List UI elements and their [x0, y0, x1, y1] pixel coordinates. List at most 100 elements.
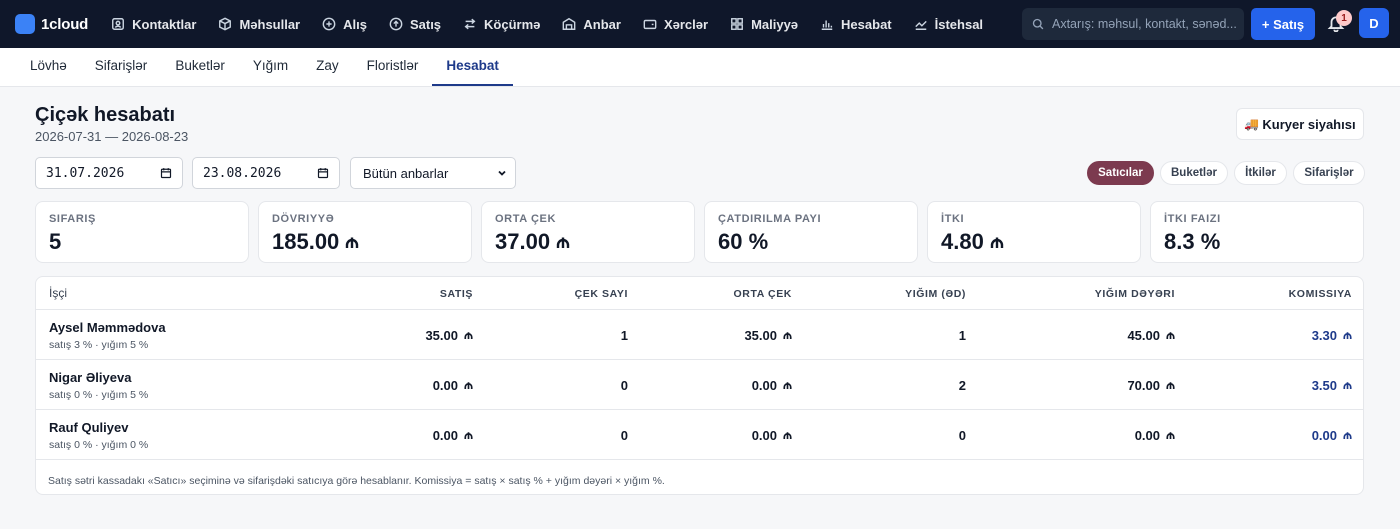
table-row[interactable]: Aysel Məmmədova satış 3 % · yığım 5 % 35…	[36, 310, 1363, 360]
cell-pick-value: 45.00	[1127, 328, 1175, 343]
calendar-icon[interactable]	[160, 167, 172, 179]
nav-item-sales[interactable]: Satış	[378, 0, 452, 48]
cell-average: 35.00	[744, 328, 792, 343]
manat-icon	[990, 236, 1004, 249]
top-bar: 1cloud Kontaktlar Məhsullar Alış Satış K…	[0, 0, 1400, 48]
column-header-pick-value[interactable]: Yığım dəyəri	[1094, 288, 1175, 300]
employee-rates: satış 0 % · yığım 0 %	[49, 439, 149, 451]
nav-label: Alış	[343, 16, 367, 32]
plus-circle-icon	[322, 17, 336, 31]
table-row[interactable]: Nigar Əliyeva satış 0 % · yığım 5 % 0.00…	[36, 360, 1363, 410]
calendar-icon[interactable]	[317, 167, 329, 179]
tab-report[interactable]: Hesabat	[432, 50, 513, 86]
nav-item-reports[interactable]: Hesabat	[809, 0, 903, 48]
column-header-receipts[interactable]: Çek sayı	[574, 288, 628, 300]
nav-item-expenses[interactable]: Xərclər	[632, 0, 719, 48]
cell-sales: 0.00	[433, 428, 473, 443]
nav-item-products[interactable]: Məhsullar	[207, 0, 311, 48]
cell-pick-value: 0.00	[1135, 428, 1175, 443]
date-from-value: 31.07.2026	[46, 165, 125, 181]
employee-rates: satış 3 % · yığım 5 %	[49, 339, 149, 351]
page-date-range: 2026-07-31 — 2026-08-23	[35, 129, 189, 144]
cell-value: 0.00	[1134, 428, 1160, 443]
line-chart-icon	[914, 20, 927, 30]
tab-board[interactable]: Lövhə	[30, 58, 67, 73]
kpi-number: 5	[49, 229, 62, 254]
column-header-commission[interactable]: Komissiya	[1288, 288, 1352, 300]
column-header-employee[interactable]: İşçi	[49, 286, 67, 300]
kpi-value: 37.00	[495, 229, 681, 255]
tab-bouquets[interactable]: Buketlər	[175, 58, 225, 73]
kpi-number: 37.00	[495, 229, 551, 254]
employee-name: Rauf Quliyev	[49, 420, 129, 435]
nav-item-contacts[interactable]: Kontaktlar	[100, 0, 207, 48]
cell-value: 3.30	[1311, 328, 1337, 343]
kpi-label: Dövriyyə	[272, 213, 335, 225]
nav-item-warehouse[interactable]: Anbar	[551, 0, 632, 48]
toggle-orders[interactable]: Sifarişlər	[1293, 161, 1365, 185]
column-header-sales[interactable]: Satış	[439, 288, 473, 300]
nav-label: Kontaktlar	[132, 16, 197, 32]
tab-orders[interactable]: Sifarişlər	[94, 58, 148, 73]
nav-item-purchase[interactable]: Alış	[311, 0, 378, 48]
tab-florists[interactable]: Floristlər	[366, 58, 419, 73]
table-row[interactable]: Rauf Quliyev satış 0 % · yığım 0 % 0.00 …	[36, 410, 1363, 460]
nav-item-finance[interactable]: Maliyyə	[719, 0, 809, 48]
contacts-icon	[112, 18, 125, 30]
employee-rates: satış 0 % · yığım 5 %	[49, 389, 149, 401]
cell-receipts: 1	[620, 328, 628, 343]
new-sale-button[interactable]: + Satış	[1251, 8, 1315, 40]
tab-picking[interactable]: Yığım	[252, 58, 289, 73]
sellers-table: İşçi Satış Çek sayı Orta çek Yığım (əd) …	[35, 276, 1364, 495]
cell-average: 0.00	[752, 378, 792, 393]
document-icon	[1005, 17, 1006, 31]
nav-label: İstehsal	[934, 16, 984, 32]
page-title: Çiçək hesabatı	[35, 104, 176, 126]
bar-chart-icon	[821, 20, 833, 30]
kpi-value: 185.00	[272, 229, 458, 255]
warehouse-select[interactable]: Bütün anbarlar	[350, 157, 516, 189]
kpi-delivery-share: Çatdırılma payı 60 %	[704, 201, 918, 263]
courier-list-button[interactable]: 🚚 Kuryer siyahısı	[1236, 108, 1364, 140]
manat-icon	[1166, 431, 1175, 440]
nav-label: Köçürmə	[484, 16, 541, 32]
cell-value: 70.00	[1127, 378, 1160, 393]
employee-name: Aysel Məmmədova	[49, 320, 166, 335]
manat-icon	[1166, 331, 1175, 340]
kpi-value: 8.3 %	[1164, 229, 1350, 255]
date-from-input[interactable]: 31.07.2026	[35, 157, 183, 189]
cell-receipts: 0	[620, 428, 628, 443]
logo-icon	[15, 14, 35, 34]
brand-logo[interactable]: 1cloud	[15, 0, 88, 48]
toggle-bouquets[interactable]: Buketlər	[1160, 161, 1228, 185]
nav-item-documents[interactable]	[994, 0, 1006, 48]
search-icon	[1032, 18, 1044, 30]
arrow-up-circle-icon	[389, 17, 403, 31]
grid-icon	[731, 18, 744, 30]
search-input[interactable]	[1052, 17, 1237, 31]
nav-label: Hesabat	[841, 16, 892, 32]
kpi-label: Sifariş	[49, 213, 96, 225]
tab-waste[interactable]: Zay	[316, 58, 339, 73]
manat-icon	[1343, 331, 1352, 340]
cell-commission: 3.30	[1312, 328, 1352, 343]
column-header-average[interactable]: Orta çek	[733, 288, 792, 300]
manat-icon	[345, 236, 359, 249]
manat-icon	[1343, 381, 1352, 390]
nav-item-transfer[interactable]: Köçürmə	[452, 0, 551, 48]
cell-value: 0.00	[432, 428, 458, 443]
column-header-picks[interactable]: Yığım (əd)	[905, 288, 966, 300]
manat-icon	[1166, 381, 1175, 390]
toggle-sellers[interactable]: Satıcılar	[1087, 161, 1154, 185]
manat-icon	[464, 331, 473, 340]
date-to-input[interactable]: 23.08.2026	[192, 157, 340, 189]
kpi-label: İtki	[941, 213, 965, 225]
toggle-losses[interactable]: İtkilər	[1234, 161, 1287, 185]
user-avatar[interactable]: D	[1359, 8, 1389, 38]
cell-picks: 1	[958, 328, 966, 343]
search-box[interactable]	[1022, 8, 1244, 40]
main-nav: Kontaktlar Məhsullar Alış Satış Köçürmə …	[100, 0, 1006, 48]
courier-list-label: Kuryer siyahısı	[1262, 116, 1356, 132]
nav-item-production[interactable]: İstehsal	[903, 0, 994, 48]
notification-badge: 1	[1336, 10, 1352, 26]
